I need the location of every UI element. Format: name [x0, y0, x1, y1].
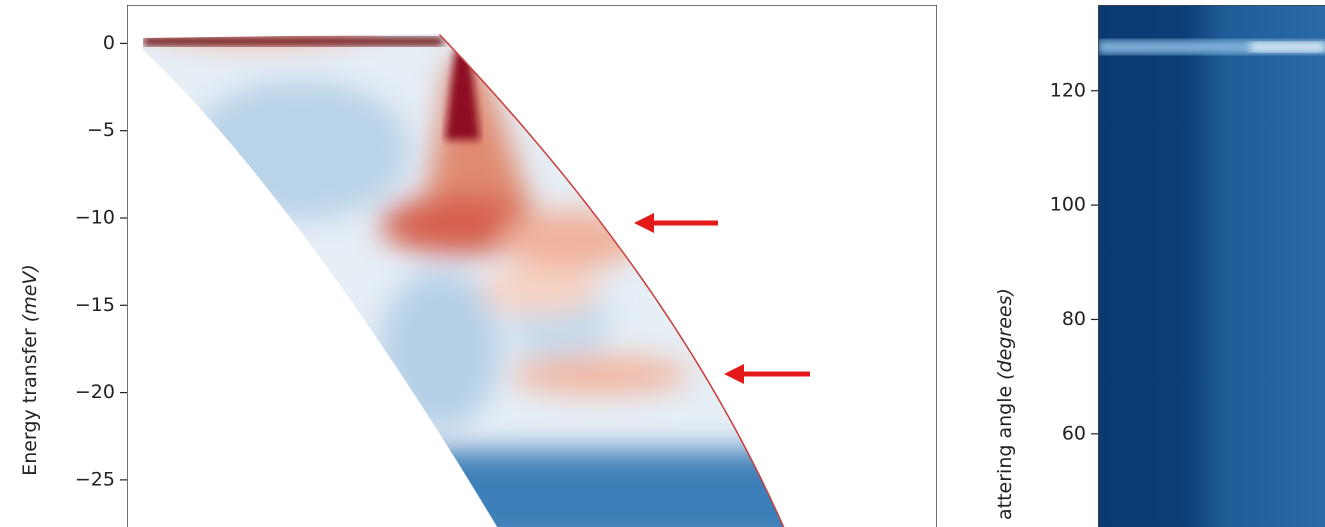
- y-tick-label: 120: [1050, 79, 1086, 101]
- y-tick-label: 80: [1062, 308, 1086, 330]
- y-axis-label: attering angle (degrees): [994, 288, 1016, 520]
- heatmap-left: [127, 5, 937, 527]
- y-axis-label-text: attering angle: [994, 386, 1016, 520]
- y-tick-label: 60: [1062, 422, 1086, 444]
- y-tick-label: −5: [87, 119, 115, 141]
- y-axis-label-text: Energy transfer: [19, 328, 41, 476]
- y-tick-label: −10: [75, 206, 115, 228]
- y-tick-label: −15: [75, 294, 115, 316]
- y-tick-label: 100: [1050, 194, 1086, 216]
- y-axis-label-unit: (meV): [19, 264, 41, 322]
- y-tick-label: −20: [75, 381, 115, 403]
- y-tick-label: 0: [103, 32, 115, 54]
- heatmap-right: [1098, 5, 1325, 527]
- y-axis-label: Energy transfer (meV): [19, 264, 41, 476]
- y-tick-label: −25: [75, 468, 115, 490]
- y-axis-label-unit: (degrees): [994, 288, 1016, 380]
